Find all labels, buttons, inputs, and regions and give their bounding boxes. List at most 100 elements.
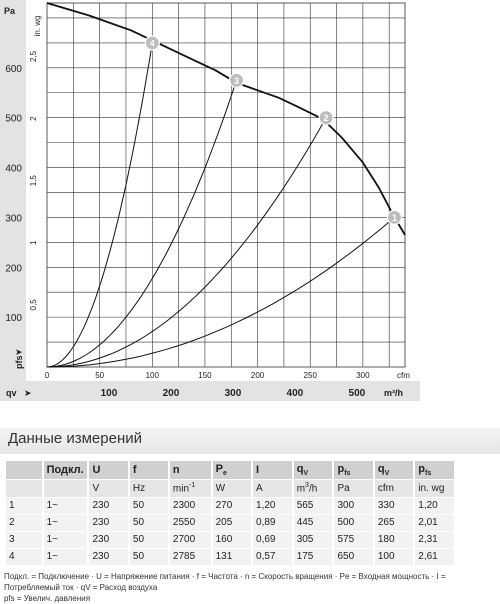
- operating-point-label: 3: [234, 76, 239, 86]
- x-unit-bottom: m³/h: [384, 388, 403, 398]
- cell: 575: [334, 531, 373, 548]
- unit-cell: Hz: [129, 480, 168, 497]
- y-tick-label-pa: 300: [5, 213, 22, 224]
- cell: 50: [129, 531, 168, 548]
- cell: 270: [212, 497, 252, 514]
- operating-point-4: [144, 35, 160, 51]
- cell: 265: [374, 514, 414, 531]
- header-cell: pfs: [334, 461, 373, 480]
- header-cell: U: [89, 461, 128, 480]
- cell: 4: [6, 548, 42, 565]
- cell: 500: [334, 514, 373, 531]
- y-tick-label-inwg: 0,5: [29, 299, 38, 311]
- operating-point-label: 1: [392, 213, 397, 223]
- system-curve-2: [46, 117, 327, 368]
- cell: 2550: [169, 514, 211, 531]
- cell: 50: [129, 497, 168, 514]
- bottom-band: [0, 381, 420, 401]
- cell: 230: [89, 531, 128, 548]
- y-tick-label-pa: 100: [5, 313, 22, 324]
- cell: 1~: [43, 531, 88, 548]
- footnote-line-2: pfs = Увелич. давления: [4, 594, 91, 603]
- x-tick-label-cfm: 100: [146, 371, 160, 380]
- y-tick-label-inwg: 1: [29, 240, 38, 245]
- system-curve-1: [46, 217, 395, 368]
- footnote: Подкл. = Подключение · U = Напряжение пи…: [4, 571, 494, 604]
- x-axis-arrow: ➤: [24, 388, 32, 398]
- cell: 2,01: [415, 514, 454, 531]
- cell: 300: [334, 497, 373, 514]
- cell: 330: [374, 497, 414, 514]
- operating-point-1: [386, 209, 403, 226]
- section-title: Данные измерений: [8, 430, 142, 447]
- unit-cell: A: [253, 480, 292, 497]
- y-unit-right: in. wg: [33, 16, 42, 37]
- y-tick-label-inwg: 1,5: [29, 175, 38, 187]
- cell: 305: [293, 531, 333, 548]
- footnote-line-1: Подкл. = Подключение · U = Напряжение пи…: [4, 572, 446, 592]
- table-row: 4 1~ 230 50 2785 131 0,57 175 650 100 2,…: [6, 548, 454, 565]
- system-curve-3: [46, 80, 237, 368]
- header-cell: pfs: [415, 461, 454, 480]
- fan-curve-chart: 100 200 300 400 500 600 0,5 1 1,5 2 2,5 Pa in. wg pfs…: [0, 0, 420, 401]
- operating-point-label: 4: [150, 38, 155, 48]
- header-cell: I: [253, 461, 292, 480]
- y-unit-left: Pa: [4, 6, 16, 16]
- cell: 0,89: [253, 514, 292, 531]
- cell: 1~: [43, 548, 88, 565]
- unit-cell: [43, 480, 88, 497]
- header-cell: Подкл.: [43, 461, 88, 480]
- operating-point-label: 2: [324, 113, 329, 123]
- cell: 565: [293, 497, 333, 514]
- cell: 205: [212, 514, 252, 531]
- y-tick-label-pa: 500: [5, 114, 22, 125]
- unit-cell: [6, 480, 42, 497]
- measurement-table: Подкл. U f n Pe I qV pfs qV pfs V Hz min…: [4, 460, 456, 566]
- unit-cell: in. wg: [415, 480, 454, 497]
- header-cell: qV: [293, 461, 333, 480]
- cell: 160: [212, 531, 252, 548]
- cell: 445: [293, 514, 333, 531]
- plot-frame: [46, 2, 406, 368]
- x-tick-label-m3h: 300: [225, 388, 242, 399]
- cell: 1,20: [415, 497, 454, 514]
- cell: 650: [334, 548, 373, 565]
- cell: 0,57: [253, 548, 292, 565]
- cell: 2700: [169, 531, 211, 548]
- x-tick-label-m3h: 400: [287, 388, 304, 399]
- cell: 50: [129, 548, 168, 565]
- unit-cell: V: [89, 480, 128, 497]
- x-unit-top: cfm: [397, 371, 410, 380]
- cell: 2: [6, 514, 42, 531]
- cell: 3: [6, 531, 42, 548]
- header-cell: Pe: [212, 461, 252, 480]
- cell: 1~: [43, 497, 88, 514]
- table-units-row: V Hz min-1 W A m3/h Pa cfm in. wg: [6, 480, 454, 497]
- cell: 1~: [43, 514, 88, 531]
- cell: 2,61: [415, 548, 454, 565]
- cell: 230: [89, 497, 128, 514]
- table-row: 3 1~ 230 50 2700 160 0,69 305 575 180 2,…: [6, 531, 454, 548]
- x-tick-label-cfm: 250: [304, 371, 318, 380]
- operating-point-3: [228, 72, 245, 88]
- header-cell: n: [169, 461, 211, 480]
- cell: 230: [89, 514, 128, 531]
- cell: 2785: [169, 548, 211, 565]
- x-axis-label: qv: [6, 388, 17, 398]
- header-cell: qV: [374, 461, 414, 480]
- header-cell: [6, 461, 42, 480]
- unit-cell: cfm: [374, 480, 414, 497]
- left-band: [0, 0, 26, 395]
- x-tick-label-cfm: 300: [356, 371, 370, 380]
- y-tick-label-pa: 400: [5, 164, 22, 175]
- cell: 2,31: [415, 531, 454, 548]
- y-tick-label-pa: 600: [5, 64, 22, 75]
- cell: 230: [89, 548, 128, 565]
- table-row: 1 1~ 230 50 2300 270 1,20 565 300 330 1,…: [6, 497, 454, 514]
- cell: 2300: [169, 497, 211, 514]
- cell: 180: [374, 531, 414, 548]
- x-tick-label-m3h: 500: [349, 388, 366, 399]
- system-curve-4: [46, 42, 153, 368]
- unit-cell: m3/h: [293, 480, 333, 497]
